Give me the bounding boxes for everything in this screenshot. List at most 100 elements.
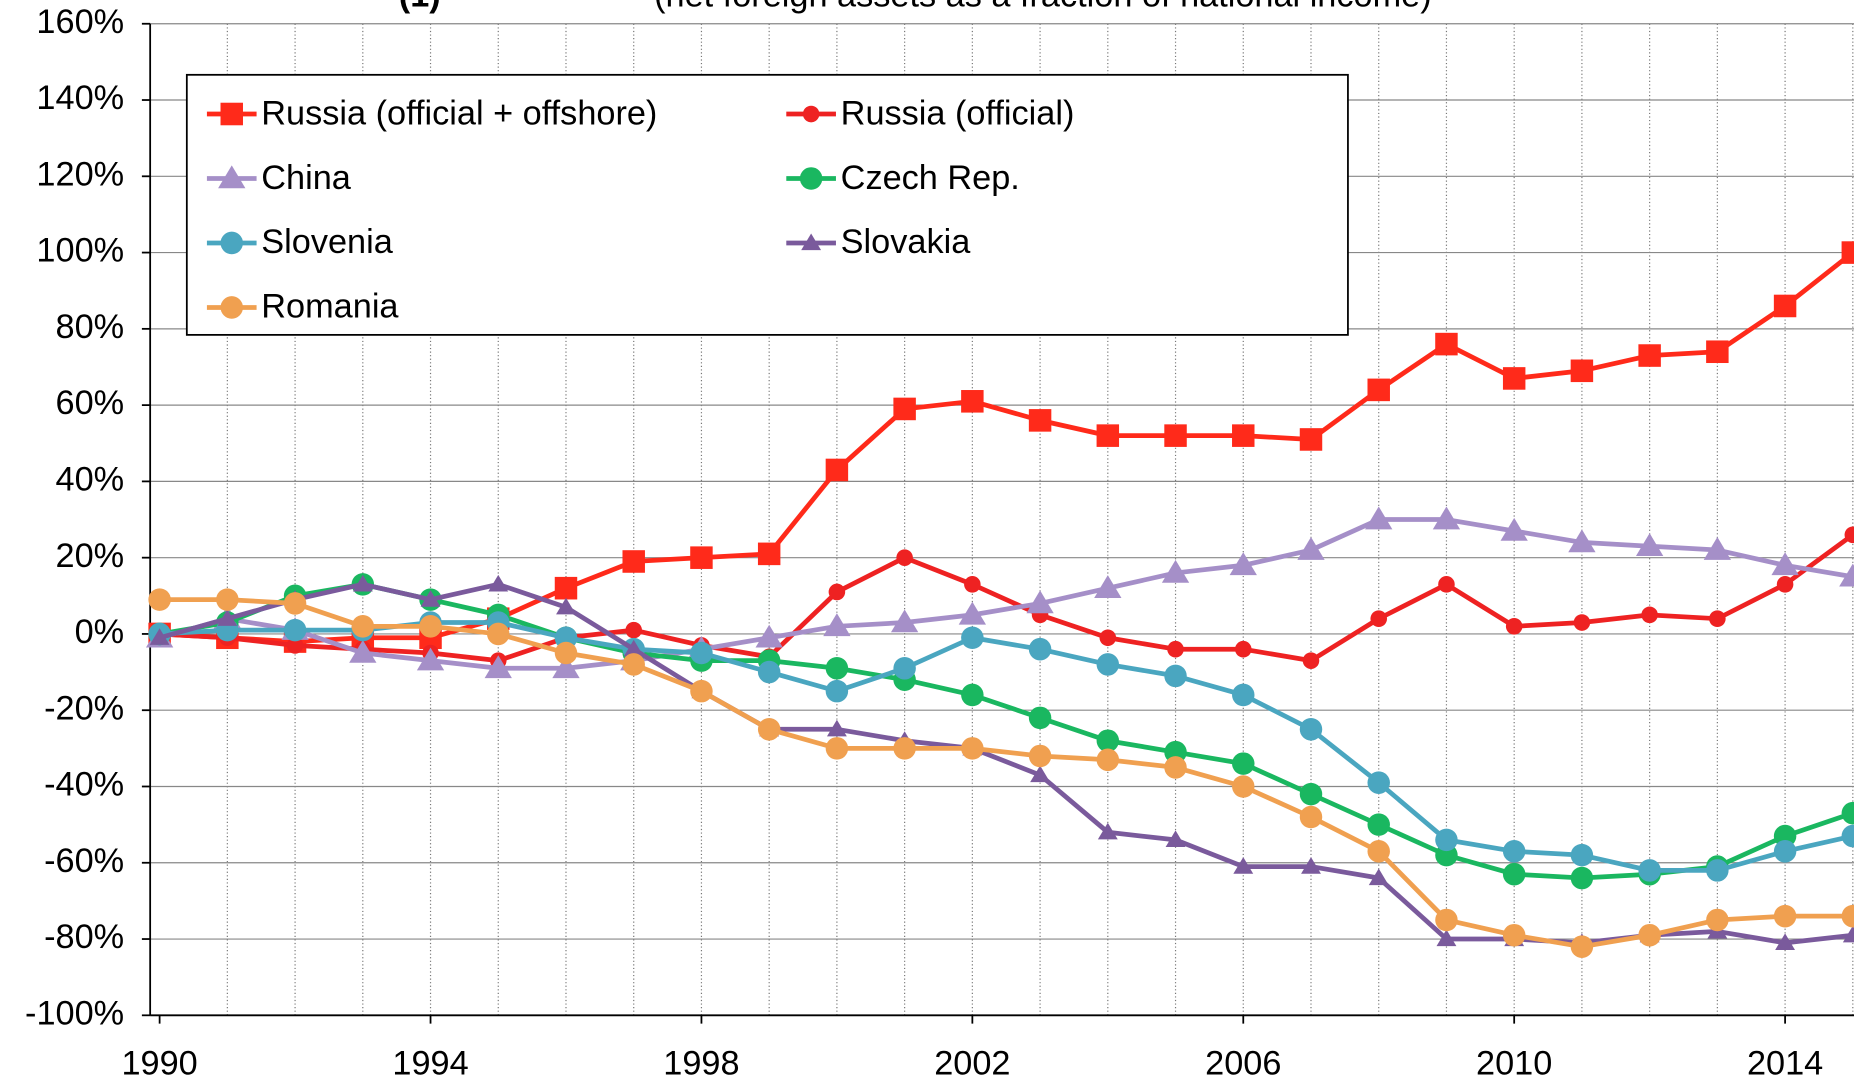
marker (216, 588, 239, 611)
marker (349, 639, 377, 663)
marker (554, 641, 578, 665)
y-tick-label: -60% (44, 842, 124, 880)
marker (1030, 765, 1051, 783)
legend: Russia (official + offshore) Russia (offi… (185, 73, 1349, 336)
marker (1367, 840, 1390, 863)
marker (1026, 590, 1054, 614)
y-tick-label: 160% (36, 3, 124, 41)
marker (283, 618, 307, 642)
marker (1297, 536, 1325, 560)
marker (825, 656, 849, 680)
marker (1570, 866, 1594, 890)
marker (799, 167, 823, 190)
marker (825, 458, 849, 482)
marker (556, 597, 576, 615)
marker (484, 655, 512, 679)
marker (419, 615, 442, 638)
marker (622, 550, 645, 573)
marker (893, 397, 916, 421)
series (149, 574, 1854, 950)
marker (622, 653, 645, 676)
marker (801, 233, 822, 251)
marker (352, 574, 373, 592)
y-tick-label: 120% (36, 155, 124, 193)
marker (1570, 359, 1594, 383)
x-tick-label: 2010 (1476, 1044, 1552, 1082)
marker (552, 655, 580, 679)
marker (1844, 526, 1854, 544)
marker (1367, 813, 1390, 836)
marker (220, 231, 243, 255)
marker (1570, 935, 1594, 958)
marker (1638, 923, 1661, 947)
legend-label: Russia (official) (841, 94, 1075, 132)
y-tick-label: 140% (36, 79, 124, 117)
marker (1099, 629, 1117, 647)
marker (1299, 782, 1323, 806)
marker (420, 590, 441, 607)
marker (961, 683, 984, 707)
marker (1096, 729, 1120, 753)
marker (757, 542, 781, 566)
marker (690, 641, 713, 665)
marker (1641, 606, 1658, 624)
marker (690, 679, 713, 703)
marker (149, 628, 170, 645)
x-tick-label: 2014 (1747, 1044, 1823, 1082)
legend-label: China (261, 159, 351, 197)
marker (1096, 424, 1120, 447)
legend-label: Czech Rep. (841, 159, 1020, 197)
marker (1500, 517, 1528, 541)
marker (1096, 748, 1120, 772)
marker (890, 609, 919, 633)
marker (1635, 533, 1664, 557)
marker (961, 390, 984, 413)
marker (1773, 294, 1797, 318)
marker (1771, 552, 1799, 576)
marker (1435, 828, 1458, 852)
marker (893, 656, 916, 680)
marker (1573, 614, 1591, 631)
marker (1234, 640, 1252, 658)
marker (1094, 575, 1122, 598)
x-tick-label: 1998 (663, 1044, 739, 1082)
marker (1502, 923, 1526, 947)
marker (896, 549, 913, 566)
marker (1505, 618, 1523, 635)
y-tick-label: -100% (25, 994, 124, 1032)
marker (1232, 424, 1255, 447)
marker (416, 647, 445, 671)
series (151, 526, 1854, 669)
marker (1233, 857, 1254, 874)
marker (1028, 409, 1052, 432)
data-line (159, 250, 1854, 644)
marker (1638, 344, 1661, 367)
marker (802, 105, 820, 123)
marker (1841, 824, 1854, 848)
x-tick-label: 2006 (1205, 1044, 1281, 1082)
legend-label: Slovakia (841, 223, 971, 261)
marker (1232, 683, 1255, 707)
data-line (159, 581, 1854, 881)
marker (1435, 332, 1458, 356)
marker (148, 588, 171, 611)
marker (488, 574, 509, 592)
y-tick-label: -20% (44, 689, 124, 727)
y-tick-label: 0% (75, 613, 125, 651)
marker (1232, 775, 1255, 798)
marker (1229, 552, 1257, 576)
marker (1367, 771, 1390, 794)
legend-box (185, 73, 1349, 336)
marker (1370, 610, 1388, 627)
marker (1299, 805, 1323, 829)
y-tick-label: 100% (36, 232, 124, 270)
marker (825, 679, 849, 703)
marker (1365, 506, 1393, 530)
marker (625, 621, 642, 639)
marker (1028, 744, 1052, 768)
x-tick-label: 2002 (934, 1044, 1010, 1082)
y-tick-label: 60% (56, 384, 125, 422)
marker (825, 737, 849, 760)
marker (1502, 862, 1526, 886)
